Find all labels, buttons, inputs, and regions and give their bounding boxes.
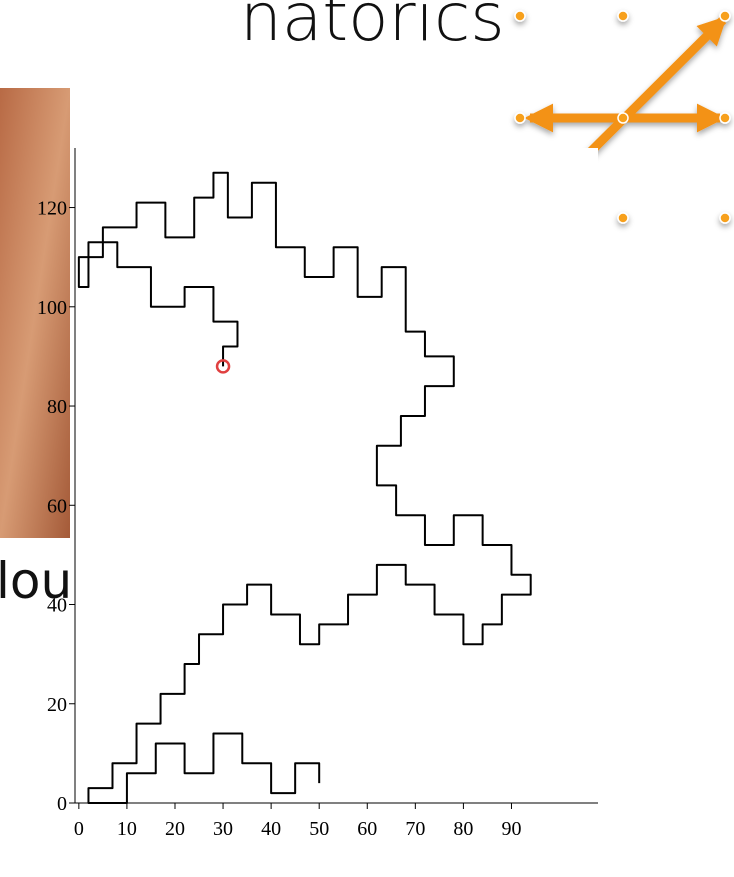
x-tick-label: 50 (309, 818, 329, 840)
x-tick-label: 20 (165, 818, 185, 840)
slide-title: natorics (240, 0, 505, 56)
y-tick-label: 120 (37, 198, 67, 220)
x-tick-label: 70 (405, 818, 425, 840)
x-tick-label: 60 (357, 818, 377, 840)
y-tick-label: 100 (37, 297, 67, 319)
y-tick-label: 0 (57, 793, 67, 815)
y-tick-label: 80 (47, 396, 67, 418)
slide-body-text: lou (0, 552, 72, 610)
x-tick-label: 80 (453, 818, 473, 840)
y-tick-label: 20 (47, 694, 67, 716)
x-tick-label: 40 (261, 818, 281, 840)
x-tick-label: 0 (74, 818, 84, 840)
x-tick-label: 10 (117, 818, 137, 840)
x-tick-label: 90 (501, 818, 521, 840)
x-tick-label: 30 (213, 818, 233, 840)
slide: natorics 0102030405060708090020406080100… (0, 0, 734, 877)
y-tick-label: 60 (47, 495, 67, 517)
